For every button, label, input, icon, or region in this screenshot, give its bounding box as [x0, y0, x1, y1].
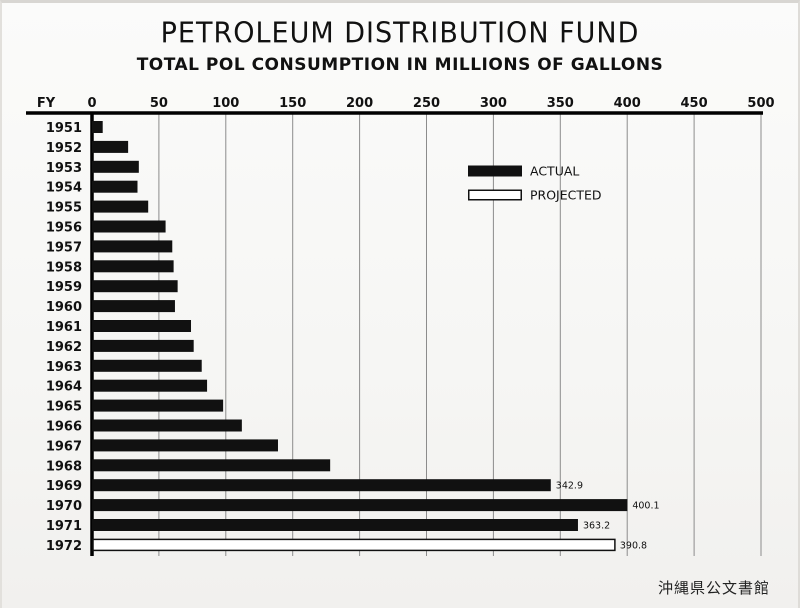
- data-label: 342.9: [556, 481, 583, 492]
- category-label: 1956: [46, 221, 82, 236]
- legend-label: ACTUAL: [530, 164, 579, 179]
- bar-actual: [92, 260, 174, 273]
- bar-actual: [92, 300, 175, 313]
- legend-swatch-projected: [468, 189, 522, 201]
- bar-actual: [92, 280, 178, 293]
- bar-actual: [92, 519, 578, 531]
- category-label: 1951: [46, 121, 82, 136]
- category-label: 1957: [46, 240, 82, 255]
- category-label: 1962: [46, 340, 82, 355]
- bar-actual: [92, 180, 138, 193]
- legend-swatch-actual: [468, 165, 522, 177]
- category-label: 1965: [46, 400, 82, 415]
- x-tick-label: 100: [212, 96, 239, 111]
- x-tick-label: 150: [279, 96, 306, 111]
- bar-actual: [92, 140, 129, 153]
- category-label: 1966: [46, 420, 82, 435]
- x-tick-label: 500: [747, 96, 774, 111]
- x-tick-label: 250: [413, 96, 440, 111]
- category-label: 1952: [46, 141, 82, 156]
- category-label: 1971: [46, 519, 82, 534]
- category-label: 1961: [46, 320, 82, 335]
- category-label: 1969: [46, 479, 82, 494]
- data-label: 400.1: [632, 501, 659, 512]
- data-label: 363.2: [583, 521, 610, 532]
- chart-subtitle: TOTAL POL CONSUMPTION IN MILLIONS OF GAL…: [136, 55, 664, 75]
- bar-actual: [92, 499, 628, 512]
- category-label: 1967: [46, 439, 82, 454]
- x-tick-label: 300: [480, 96, 507, 111]
- category-label: 1970: [46, 499, 82, 514]
- x-tick-label: 50: [150, 96, 168, 111]
- category-label: 1963: [46, 360, 82, 375]
- x-tick-label: 400: [614, 96, 641, 111]
- archive-watermark: 沖縄県公文書館: [657, 579, 770, 597]
- category-label: 1958: [46, 260, 82, 275]
- legend-label: PROJECTED: [530, 188, 602, 203]
- bar-actual: [92, 439, 278, 452]
- x-tick-label: 450: [681, 96, 708, 111]
- category-label: 1972: [46, 539, 82, 554]
- bar-actual: [92, 359, 202, 372]
- category-label: 1954: [46, 181, 82, 196]
- bar-actual: [92, 419, 242, 432]
- x-tick-label: 200: [346, 96, 373, 111]
- category-label: 1959: [46, 280, 82, 295]
- chart-title: PETROLEUM DISTRIBUTION FUND: [160, 17, 640, 50]
- bar-actual: [92, 220, 166, 233]
- bar-actual: [92, 200, 149, 213]
- bar-actual: [92, 339, 194, 352]
- bar-actual: [92, 379, 208, 392]
- bar-actual: [92, 320, 192, 332]
- category-label: 1955: [46, 201, 82, 216]
- bar-actual: [92, 399, 224, 412]
- bar-projected: [92, 538, 616, 552]
- bar-actual: [92, 240, 173, 253]
- category-label: 1968: [46, 459, 82, 474]
- y-axis-label: FY: [37, 96, 56, 111]
- x-tick-label: 0: [87, 96, 96, 111]
- bar-actual: [92, 479, 551, 492]
- category-label: 1964: [46, 380, 82, 395]
- category-label: 1953: [46, 161, 82, 176]
- x-tick-label: 350: [547, 96, 574, 111]
- bar-actual: [92, 121, 103, 133]
- bar-actual: [92, 160, 139, 173]
- category-label: 1960: [46, 300, 82, 315]
- bar-actual: [92, 459, 331, 472]
- data-label: 390.8: [620, 540, 647, 551]
